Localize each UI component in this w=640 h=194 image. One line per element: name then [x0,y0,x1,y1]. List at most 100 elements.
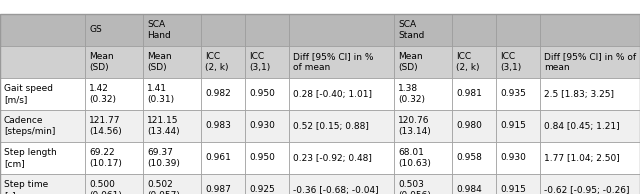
Bar [201,110,245,142]
Text: 0.84 [0.45; 1.21]: 0.84 [0.45; 1.21] [544,121,620,131]
Text: -0.62 [-0.95; -0.26]: -0.62 [-0.95; -0.26] [544,185,630,194]
Bar [85,78,143,110]
Bar [496,46,540,78]
Bar [143,174,201,194]
Bar [0,110,85,142]
Bar [496,142,540,174]
Bar [452,14,496,46]
Text: 69.37
(10.39): 69.37 (10.39) [147,148,180,168]
Text: Step time
[s]: Step time [s] [4,180,48,194]
Bar [452,46,496,78]
Bar [496,110,540,142]
Text: 121.15
(13.44): 121.15 (13.44) [147,116,180,136]
Text: 0.52 [0.15; 0.88]: 0.52 [0.15; 0.88] [293,121,369,131]
Text: 1.42
(0.32): 1.42 (0.32) [89,84,116,104]
Text: 0.28 [-0.40; 1.01]: 0.28 [-0.40; 1.01] [293,89,372,99]
Bar [143,142,201,174]
Text: 0.950: 0.950 [249,89,275,99]
Bar [201,46,245,78]
Text: 0.503
(0.056): 0.503 (0.056) [398,180,431,194]
Bar [394,78,452,110]
Bar [245,174,289,194]
Text: 68.01
(10.63): 68.01 (10.63) [398,148,431,168]
Bar [289,110,394,142]
Text: 1.77 [1.04; 2.50]: 1.77 [1.04; 2.50] [544,153,620,163]
Text: 0.981: 0.981 [456,89,482,99]
Bar [0,78,85,110]
Text: Gait speed
[m/s]: Gait speed [m/s] [4,84,53,104]
Text: ICC
(3,1): ICC (3,1) [500,52,521,72]
Text: Mean
(SD): Mean (SD) [147,52,172,72]
Bar [452,142,496,174]
Text: 0.983: 0.983 [205,121,231,131]
Bar [540,110,640,142]
Bar [540,142,640,174]
Bar [245,46,289,78]
Text: 0.502
(0.057): 0.502 (0.057) [147,180,180,194]
Bar [289,78,394,110]
Text: 0.961: 0.961 [205,153,231,163]
Text: 0.950: 0.950 [249,153,275,163]
Text: 1.38
(0.32): 1.38 (0.32) [398,84,425,104]
Text: 0.987: 0.987 [205,185,231,194]
Text: Diff [95% CI] in %
of mean: Diff [95% CI] in % of mean [293,52,374,72]
Bar [0,14,85,46]
Bar [289,46,394,78]
Text: 0.984: 0.984 [456,185,482,194]
Text: -0.36 [-0.68; -0.04]: -0.36 [-0.68; -0.04] [293,185,379,194]
Bar [0,142,85,174]
Bar [245,142,289,174]
Text: Step length
[cm]: Step length [cm] [4,148,57,168]
Text: ICC
(2, k): ICC (2, k) [205,52,228,72]
Bar [0,174,85,194]
Text: ICC
(2, k): ICC (2, k) [456,52,479,72]
Text: Mean
(SD): Mean (SD) [89,52,114,72]
Bar [452,174,496,194]
Text: 121.77
(14.56): 121.77 (14.56) [89,116,122,136]
Bar [496,174,540,194]
Text: GS: GS [89,25,102,35]
Bar [540,14,640,46]
Bar [143,14,201,46]
Bar [143,110,201,142]
Text: Mean
(SD): Mean (SD) [398,52,422,72]
Bar [245,14,289,46]
Bar [496,14,540,46]
Bar [496,78,540,110]
Bar [289,174,394,194]
Text: 0.935: 0.935 [500,89,526,99]
Bar [394,14,452,46]
Bar [394,142,452,174]
Bar [394,46,452,78]
Text: 0.980: 0.980 [456,121,482,131]
Bar [85,14,143,46]
Bar [201,174,245,194]
Text: 0.930: 0.930 [500,153,526,163]
Text: 0.930: 0.930 [249,121,275,131]
Bar [0,46,85,78]
Bar [85,142,143,174]
Text: 0.958: 0.958 [456,153,482,163]
Bar [201,142,245,174]
Text: 0.915: 0.915 [500,185,526,194]
Bar [452,110,496,142]
Text: 0.925: 0.925 [249,185,275,194]
Bar [85,46,143,78]
Bar [540,78,640,110]
Text: SCA
Hand: SCA Hand [147,20,171,40]
Text: 0.982: 0.982 [205,89,231,99]
Text: SCA
Stand: SCA Stand [398,20,424,40]
Bar [201,78,245,110]
Text: 0.500
(0.061): 0.500 (0.061) [89,180,122,194]
Bar [394,110,452,142]
Text: Diff [95% CI] in % of
mean: Diff [95% CI] in % of mean [544,52,636,72]
Bar [245,110,289,142]
Text: 69.22
(10.17): 69.22 (10.17) [89,148,122,168]
Bar [201,14,245,46]
Bar [289,14,394,46]
Bar [143,78,201,110]
Bar [540,174,640,194]
Text: 1.41
(0.31): 1.41 (0.31) [147,84,174,104]
Bar [85,110,143,142]
Bar [245,78,289,110]
